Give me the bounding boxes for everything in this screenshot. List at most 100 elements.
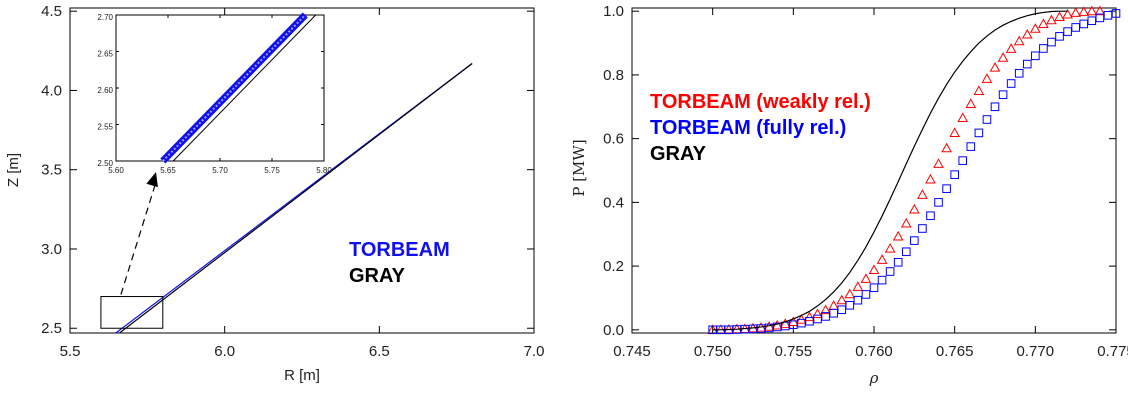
right-point-weakly-rel <box>812 308 823 318</box>
left-series <box>115 63 473 334</box>
right-point-fully-rel <box>1039 44 1048 53</box>
left-x-axis-label: R [m] <box>284 367 320 384</box>
right-x-axis-label: ρ <box>869 369 879 387</box>
right-point-fully-rel <box>1079 19 1089 29</box>
right-point-fully-rel <box>877 275 887 285</box>
right-point-weakly-rel <box>1038 18 1049 29</box>
right-x-tick-label: 0.765 <box>936 343 974 360</box>
right-point-fully-rel <box>837 305 847 315</box>
right-point-fully-rel <box>918 224 927 233</box>
right-y-tick-label: 0.2 <box>603 258 624 275</box>
right-point-fully-rel <box>1006 79 1016 88</box>
right-point-weakly-rel <box>997 52 1009 62</box>
right-point-fully-rel <box>813 314 822 324</box>
right-point-fully-rel <box>901 247 911 257</box>
right-x-tick-label: 0.770 <box>1017 343 1055 360</box>
zoom-arrow <box>120 181 157 295</box>
right-point-fully-rel <box>893 257 903 267</box>
right-point-weakly-rel <box>957 112 969 123</box>
right-y-tick-label: 0.0 <box>603 322 624 339</box>
right-x-tick-label: 0.760 <box>855 343 893 360</box>
right-point-fully-rel <box>829 308 838 318</box>
right-x-tick-label: 0.750 <box>694 343 732 360</box>
right-point-weakly-rel <box>1054 11 1065 22</box>
right-x-tick-label: 0.745 <box>613 343 651 360</box>
right-point-weakly-rel <box>925 173 936 184</box>
inset-line-gray <box>172 14 317 162</box>
inset-y-tick-label: 2.50 <box>97 159 113 168</box>
inset-line-torbeam <box>160 12 308 164</box>
right-point-fully-rel <box>1087 16 1097 26</box>
right-point-weakly-rel <box>989 62 1001 72</box>
left-y-tick-label: 4.5 <box>41 3 62 20</box>
left-y-tick-label: 4.0 <box>41 82 62 99</box>
right-point-weakly-rel <box>917 189 928 199</box>
right-point-fully-rel <box>1055 32 1064 41</box>
right-line-gray <box>712 10 1068 331</box>
right-point-weakly-rel <box>868 264 880 275</box>
right-point-fully-rel <box>1047 37 1056 47</box>
right-point-weakly-rel <box>860 273 872 283</box>
right-point-fully-rel <box>805 316 814 326</box>
inset-x-tick-label: 5.70 <box>212 166 228 175</box>
right-point-weakly-rel <box>876 254 888 264</box>
right-point-fully-rel <box>885 267 895 276</box>
right-point-fully-rel <box>950 170 959 179</box>
right-point-weakly-rel <box>933 158 944 168</box>
right-point-weakly-rel <box>908 203 920 214</box>
left-legend-gray: GRAY <box>349 265 406 287</box>
right-point-fully-rel <box>869 283 879 293</box>
right-point-weakly-rel <box>836 294 848 305</box>
right-point-fully-rel <box>861 290 871 299</box>
right-legend-weakly-rel: TORBEAM (weakly rel.) <box>650 91 871 113</box>
right-x-tick-label: 0.755 <box>775 343 813 360</box>
left-line-gray <box>119 63 473 334</box>
right-point-fully-rel <box>934 198 943 207</box>
right-point-fully-rel <box>990 102 1000 112</box>
right-point-fully-rel <box>958 156 968 165</box>
right-x-ticks: 0.745 0.750 0.755 0.760 0.765 0.770 0.775 <box>613 8 1128 360</box>
right-point-weakly-rel <box>973 85 985 95</box>
left-plot-frame <box>69 7 535 334</box>
right-point-fully-rel <box>853 295 863 305</box>
inset-y-ticks: 2.50 2.55 2.60 2.65 2.70 <box>97 13 324 168</box>
right-point-fully-rel <box>1014 69 1024 78</box>
left-x-tick-label: 6.5 <box>369 343 390 360</box>
right-point-weakly-rel <box>900 217 912 228</box>
inset-x-tick-label: 5.65 <box>160 166 176 175</box>
right-point-fully-rel <box>845 300 855 310</box>
right-point-weakly-rel <box>884 243 896 253</box>
right-point-fully-rel <box>1111 9 1121 18</box>
right-point-weakly-rel <box>981 73 993 83</box>
right-point-weakly-rel <box>844 288 856 299</box>
right-point-weakly-rel <box>1029 23 1041 33</box>
right-point-weakly-rel <box>965 98 977 109</box>
right-point-fully-rel <box>1103 11 1113 20</box>
right-legend-gray: GRAY <box>650 143 707 165</box>
inset-series <box>160 12 317 164</box>
inset-x-tick-label: 5.75 <box>264 166 280 175</box>
right-point-fully-rel <box>1031 51 1040 61</box>
left-legend-torbeam: TORBEAM <box>349 239 450 261</box>
right-point-weakly-rel <box>1070 7 1082 17</box>
right-point-weakly-rel <box>949 127 961 138</box>
right-point-weakly-rel <box>1078 6 1090 16</box>
right-point-weakly-rel <box>1094 5 1106 16</box>
left-x-tick-label: 5.5 <box>60 343 81 360</box>
right-legend-fully-rel: TORBEAM (fully rel.) <box>650 117 846 139</box>
right-point-weakly-rel <box>804 311 815 322</box>
left-chart: 5.5 6.0 6.5 7.0 2.5 3.0 3.5 4.0 4.5 5.60 5.65 5.7… <box>5 3 544 384</box>
left-y-axis-label: Z [m] <box>5 153 22 187</box>
right-y-axis-label: P [MW] <box>570 139 588 196</box>
right-point-weakly-rel <box>1005 43 1017 53</box>
right-point-weakly-rel <box>1046 14 1057 25</box>
inset-y-tick-label: 2.65 <box>97 50 113 59</box>
inset-x-tick-label: 5.80 <box>316 166 332 175</box>
inset-y-tick-label: 2.60 <box>97 86 113 95</box>
right-point-fully-rel <box>910 236 919 245</box>
right-point-fully-rel <box>942 184 951 193</box>
right-point-weakly-rel <box>828 300 840 310</box>
left-y-tick-label: 3.0 <box>41 241 62 258</box>
